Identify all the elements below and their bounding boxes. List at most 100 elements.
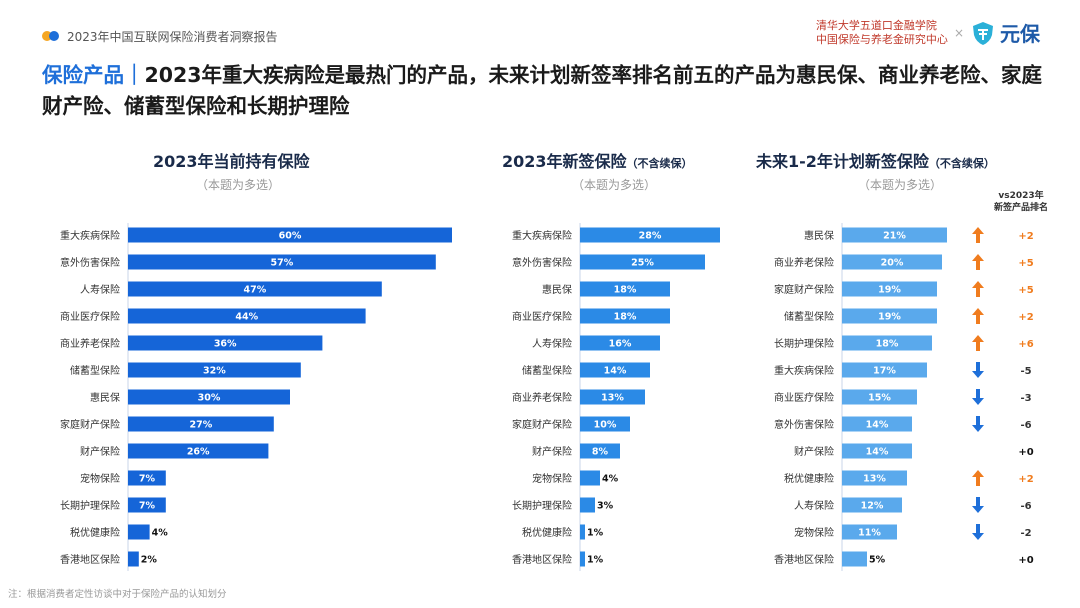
held-bar <box>128 524 150 540</box>
footnote: 注：根据消费者定性访谈中对于保险产品的认知划分 <box>8 589 227 600</box>
shield-logo-icon <box>973 21 993 45</box>
held-bar <box>128 389 290 405</box>
held-bar <box>128 551 139 567</box>
held-bar <box>128 227 452 243</box>
held-value-label: 7% <box>139 474 156 485</box>
held-value-label: 57% <box>271 258 294 269</box>
panel-1-title-text: 2023年当前持有保险 <box>153 152 310 171</box>
plan-value-label: 11% <box>858 528 881 539</box>
held-value-label: 27% <box>190 420 213 431</box>
new-value-label: 18% <box>614 285 637 296</box>
plan-bar <box>842 335 932 351</box>
up-arrow-icon <box>972 281 984 297</box>
plan-value-label: 14% <box>866 447 889 458</box>
plan-bar <box>842 362 927 378</box>
held-value-label: 44% <box>235 312 258 323</box>
up-arrow-icon <box>972 308 984 324</box>
panel-2-title-suffix: （不含续保） <box>626 157 693 170</box>
rank-change-value: +2 <box>1018 231 1033 242</box>
plan-category-label: 家庭财产保险 <box>774 283 834 296</box>
new-bar <box>580 335 660 351</box>
held-category-label: 商业养老保险 <box>60 337 120 350</box>
plan-value-label: 5% <box>869 555 886 566</box>
plan-category-label: 意外伤害保险 <box>774 418 834 431</box>
plan-category-label: 商业医疗保险 <box>774 391 834 404</box>
held-category-label: 商业医疗保险 <box>60 310 120 323</box>
rank-change-value: -5 <box>1020 366 1031 377</box>
down-arrow-icon <box>972 524 984 540</box>
new-value-label: 1% <box>587 555 604 566</box>
held-value-label: 60% <box>279 231 302 242</box>
panel-3-title-text: 未来1-2年计划新签保险 <box>756 152 929 171</box>
rank-change-value: +2 <box>1018 474 1033 485</box>
held-value-label: 36% <box>214 339 237 350</box>
rank-change-header: vs2023年 新签产品排名 <box>986 190 1056 214</box>
headline-prefix: 保险产品｜ <box>42 63 145 87</box>
rank-change-value: +5 <box>1018 258 1033 269</box>
yuanbao-logo: 元保 <box>970 18 1040 47</box>
plan-bar <box>842 281 937 297</box>
rank-change-value: +0 <box>1018 447 1033 458</box>
panel-2-title-text: 2023年新签保险 <box>502 152 627 171</box>
new-value-label: 18% <box>614 312 637 323</box>
plan-category-label: 人寿保险 <box>794 499 834 512</box>
held-category-label: 长期护理保险 <box>60 499 120 512</box>
new-value-label: 4% <box>602 474 619 485</box>
rank-change-value: -6 <box>1020 420 1031 431</box>
new-value-label: 8% <box>592 447 609 458</box>
plan-bar <box>842 254 942 270</box>
new-category-label: 商业医疗保险 <box>512 310 572 323</box>
new-category-label: 商业养老保险 <box>512 391 572 404</box>
new-bar <box>580 362 650 378</box>
plan-category-label: 宠物保险 <box>794 526 834 539</box>
new-category-label: 惠民保 <box>542 283 572 296</box>
rank-change-value: -3 <box>1020 393 1031 404</box>
new-category-label: 意外伤害保险 <box>512 256 572 269</box>
panel-1-title: 2023年当前持有保险 <box>153 148 310 172</box>
panel-2-subtitle: （本题为多选） <box>572 178 657 192</box>
plan-value-label: 14% <box>866 420 889 431</box>
panel-1-subtitle: （本题为多选） <box>196 178 281 192</box>
plan-bar <box>842 470 907 486</box>
rank-change-value: -2 <box>1020 528 1031 539</box>
held-category-label: 香港地区保险 <box>60 553 120 566</box>
new-value-label: 16% <box>609 339 632 350</box>
plan-category-label: 重大疾病保险 <box>774 364 834 377</box>
down-arrow-icon <box>972 497 984 513</box>
plan-category-label: 长期护理保险 <box>774 337 834 350</box>
new-value-label: 25% <box>631 258 654 269</box>
down-arrow-icon <box>972 416 984 432</box>
held-category-label: 税优健康险 <box>70 526 120 539</box>
blue-dot-icon <box>49 31 59 41</box>
held-value-label: 2% <box>141 555 158 566</box>
institution-name: 清华大学五道口金融学院 中国保险与养老金研究中心 <box>816 19 948 47</box>
plan-bar <box>842 389 917 405</box>
new-category-label: 家庭财产保险 <box>512 418 572 431</box>
plan-bar <box>842 524 897 540</box>
new-bar <box>580 281 670 297</box>
new-bar <box>580 416 630 432</box>
rank-header-line-1: vs2023年 <box>998 191 1044 201</box>
held-value-label: 47% <box>244 285 267 296</box>
cross-sign: × <box>953 25 964 40</box>
held-bar <box>128 308 366 324</box>
plan-bar <box>842 416 912 432</box>
held-category-label: 宠物保险 <box>80 472 120 485</box>
plan-value-label: 12% <box>861 501 884 512</box>
new-category-label: 财产保险 <box>532 445 572 458</box>
held-bar <box>128 497 166 513</box>
new-category-label: 储蓄型保险 <box>522 364 572 377</box>
held-category-label: 意外伤害保险 <box>60 256 120 269</box>
held-value-label: 32% <box>203 366 226 377</box>
plan-value-label: 19% <box>878 285 901 296</box>
up-arrow-icon <box>972 335 984 351</box>
page-headline: 保险产品｜2023年重大疾病险是最热门的产品，未来计划新签率排名前五的产品为惠民… <box>42 60 1052 122</box>
new-value-label: 14% <box>604 366 627 377</box>
new-bar <box>580 389 645 405</box>
new-category-label: 税优健康险 <box>522 526 572 539</box>
new-bar <box>580 497 595 513</box>
up-arrow-icon <box>972 470 984 486</box>
new-bar <box>580 254 705 270</box>
rank-change-value: +6 <box>1018 339 1033 350</box>
report-title: 2023年中国互联网保险消费者洞察报告 <box>67 29 278 44</box>
